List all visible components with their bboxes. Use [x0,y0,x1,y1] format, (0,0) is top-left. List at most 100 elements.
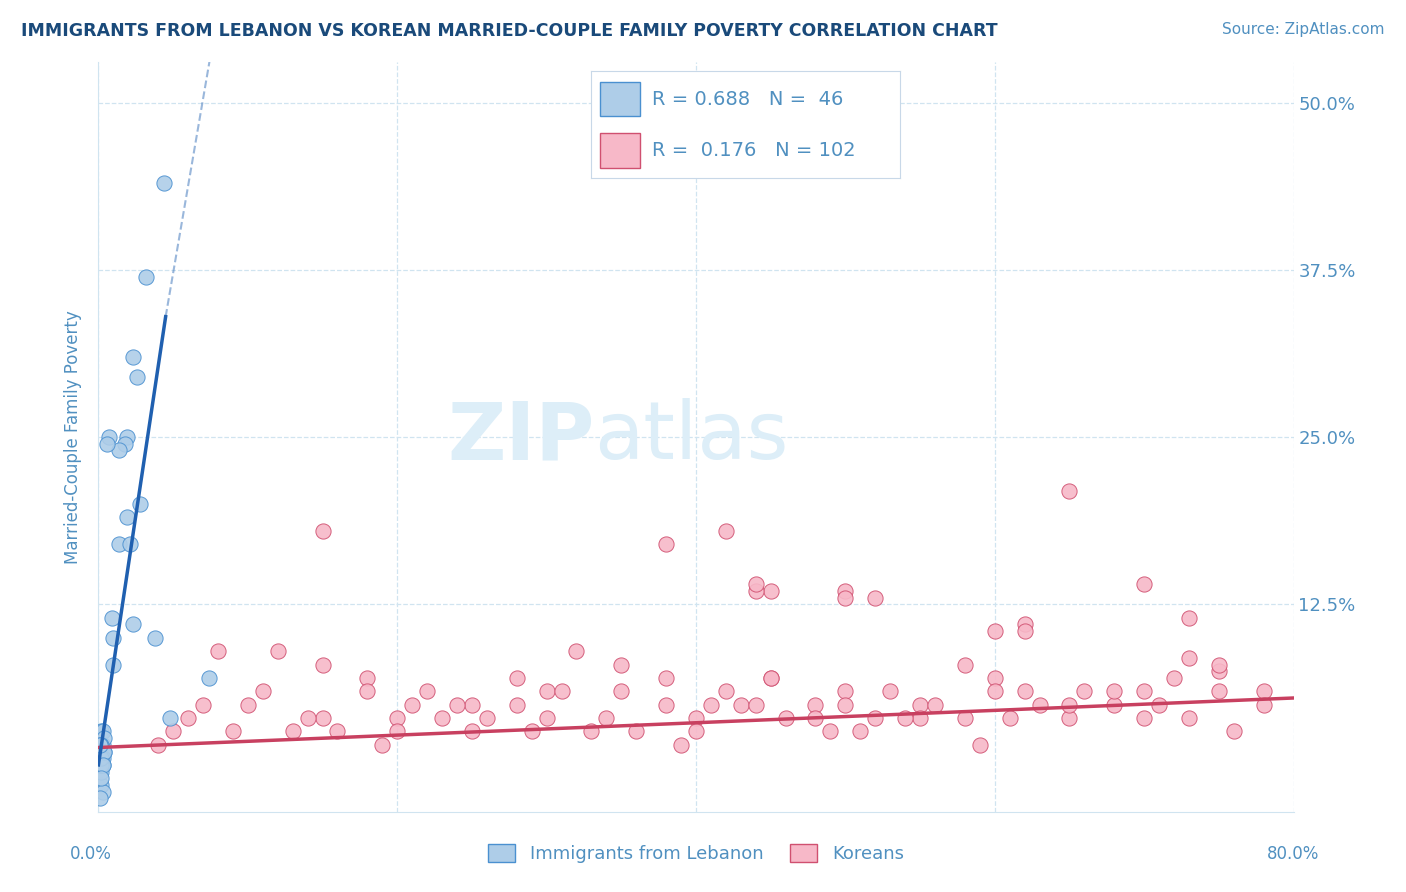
Point [834,583,856,598]
Point [714,684,737,698]
Point [1253,698,1275,712]
Point [894,711,917,725]
Point [252,684,274,698]
Point [685,711,707,725]
Point [311,524,333,538]
Point [281,724,304,739]
Point [159,711,181,725]
Point [610,657,633,672]
Point [90,778,112,792]
Point [730,698,752,712]
Point [461,724,484,739]
Point [1104,698,1126,712]
Point [153,176,176,190]
Point [101,611,124,625]
Text: IMMIGRANTS FROM LEBANON VS KOREAN MARRIED-COUPLE FAMILY POVERTY CORRELATION CHAR: IMMIGRANTS FROM LEBANON VS KOREAN MARRIE… [21,22,998,40]
Point [356,671,378,685]
Point [446,698,468,712]
Point [430,711,453,725]
Point [96,437,118,451]
Point [745,583,768,598]
Point [953,711,976,725]
Point [89,758,111,772]
Point [908,711,931,725]
Text: R =  0.176   N = 102: R = 0.176 N = 102 [652,141,856,160]
Point [91,724,114,739]
Point [108,443,131,458]
Point [969,738,991,752]
Point [550,684,572,698]
Point [1178,651,1201,665]
Point [685,724,707,739]
Point [143,631,166,645]
Point [655,671,678,685]
Point [91,758,114,772]
Point [90,764,112,779]
Point [1028,698,1050,712]
Point [1059,483,1081,498]
Point [90,724,112,739]
Legend: Immigrants from Lebanon, Koreans: Immigrants from Lebanon, Koreans [481,837,911,870]
Point [759,671,782,685]
Point [148,738,170,752]
Point [91,785,114,799]
Point [198,671,221,685]
Point [91,758,114,772]
Point [1147,698,1170,712]
Text: 0.0%: 0.0% [70,846,112,863]
Text: R = 0.688   N =  46: R = 0.688 N = 46 [652,90,844,109]
Point [1133,577,1156,591]
Point [311,711,333,725]
Point [1178,611,1201,625]
Point [93,744,115,758]
Point [222,724,245,739]
Point [834,591,856,605]
Point [745,577,768,591]
Point [93,744,115,758]
Point [506,671,529,685]
Point [745,698,768,712]
Point [385,724,409,739]
Point [207,644,229,658]
Point [90,771,112,786]
Point [191,698,214,712]
Point [1014,684,1036,698]
Point [626,724,648,739]
Point [1253,684,1275,698]
Point [297,711,319,725]
Point [90,738,112,752]
Point [655,537,678,551]
Point [311,657,333,672]
Point [565,644,588,658]
Bar [600,134,640,168]
Point [655,698,678,712]
Point [1208,657,1230,672]
Point [385,711,409,725]
Point [121,617,143,632]
Y-axis label: Married-Couple Family Poverty: Married-Couple Family Poverty [65,310,83,564]
Point [267,644,290,658]
Point [89,758,111,772]
Point [908,698,931,712]
Point [536,684,558,698]
Point [984,624,1007,639]
Point [1208,664,1230,679]
Point [775,711,797,725]
Text: 80.0%: 80.0% [1267,846,1320,863]
Point [356,684,378,698]
Point [127,369,149,384]
Point [475,711,498,725]
Point [759,671,782,685]
Point [1133,684,1156,698]
Bar [600,82,640,116]
Point [93,731,115,746]
Point [401,698,423,712]
Text: ZIP: ZIP [447,398,595,476]
Point [865,711,887,725]
Point [90,751,112,765]
Point [326,724,349,739]
Point [1014,624,1036,639]
Point [129,497,152,511]
Point [416,684,439,698]
Point [115,510,138,524]
